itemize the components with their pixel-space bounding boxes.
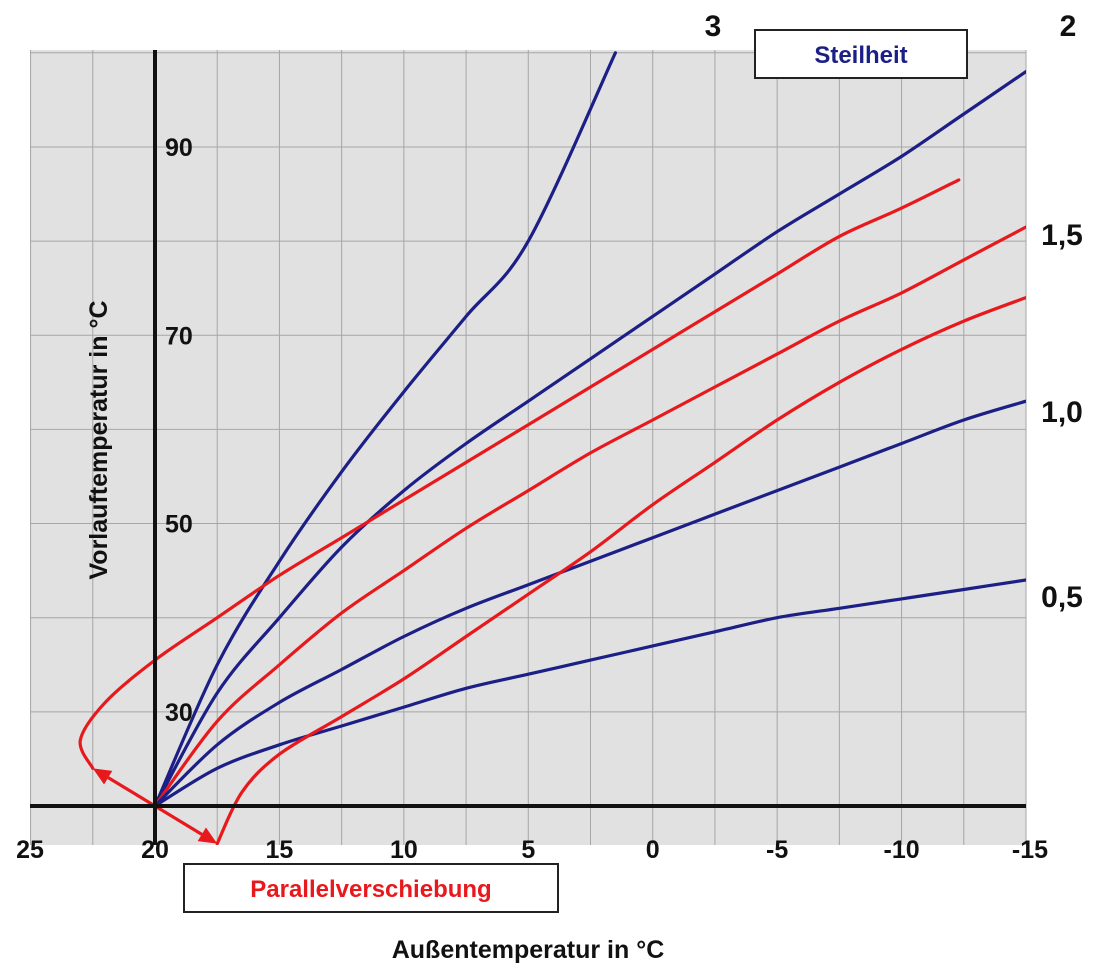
y-axis-title: Vorlauftemperatur in °C bbox=[85, 300, 113, 579]
curve-label-1-5: 1,5 bbox=[1041, 219, 1083, 252]
series-line-3 bbox=[153, 51, 617, 808]
shift-arrow-head bbox=[92, 768, 113, 785]
x-tick-label: 15 bbox=[266, 836, 294, 864]
x-tick-label: 25 bbox=[16, 836, 44, 864]
x-axis-title: Außentemperatur in °C bbox=[392, 936, 665, 964]
x-tick-label: -15 bbox=[1012, 836, 1048, 864]
y-tick-label: 50 bbox=[165, 511, 193, 539]
parallelverschiebung-label: Parallelverschiebung bbox=[250, 876, 491, 903]
x-tick-label: 5 bbox=[521, 836, 535, 864]
x-tick-label: 10 bbox=[390, 836, 418, 864]
series-line-1-0 bbox=[153, 399, 1026, 808]
parallel-shift-line-6 bbox=[215, 296, 1026, 845]
x-tick-label: 0 bbox=[646, 836, 660, 864]
parallel-shift-line-5 bbox=[78, 178, 961, 770]
series-line-0-5 bbox=[153, 578, 1026, 808]
x-tick-label: 20 bbox=[141, 836, 169, 864]
x-tick-label: -10 bbox=[884, 836, 920, 864]
curve-label-1-0: 1,0 bbox=[1041, 396, 1083, 429]
shift-arrow-head bbox=[197, 827, 218, 844]
y-tick-label: 90 bbox=[165, 134, 193, 162]
series-line-2 bbox=[153, 70, 1026, 808]
arrow-layer bbox=[92, 768, 218, 844]
y-tick-label: 30 bbox=[165, 699, 193, 727]
shift-arrow-shaft bbox=[107, 776, 156, 808]
series-layer bbox=[78, 51, 1026, 845]
curve-label-0-5: 0,5 bbox=[1041, 581, 1083, 614]
x-tick-label: -5 bbox=[766, 836, 788, 864]
curve-labels: 3 2 1,5 1,0 0,5 bbox=[705, 10, 1083, 614]
series-line-1-5 bbox=[153, 225, 1026, 808]
y-tick-label: 70 bbox=[165, 322, 193, 350]
parallelverschiebung-box bbox=[183, 863, 559, 913]
curve-label-2: 2 bbox=[1060, 10, 1077, 43]
shift-arrow-shaft bbox=[154, 804, 203, 836]
steilheit-label: Steilheit bbox=[814, 42, 907, 69]
steilheit-box bbox=[754, 29, 968, 79]
axes bbox=[30, 50, 1026, 845]
curve-label-3: 3 bbox=[705, 10, 722, 43]
